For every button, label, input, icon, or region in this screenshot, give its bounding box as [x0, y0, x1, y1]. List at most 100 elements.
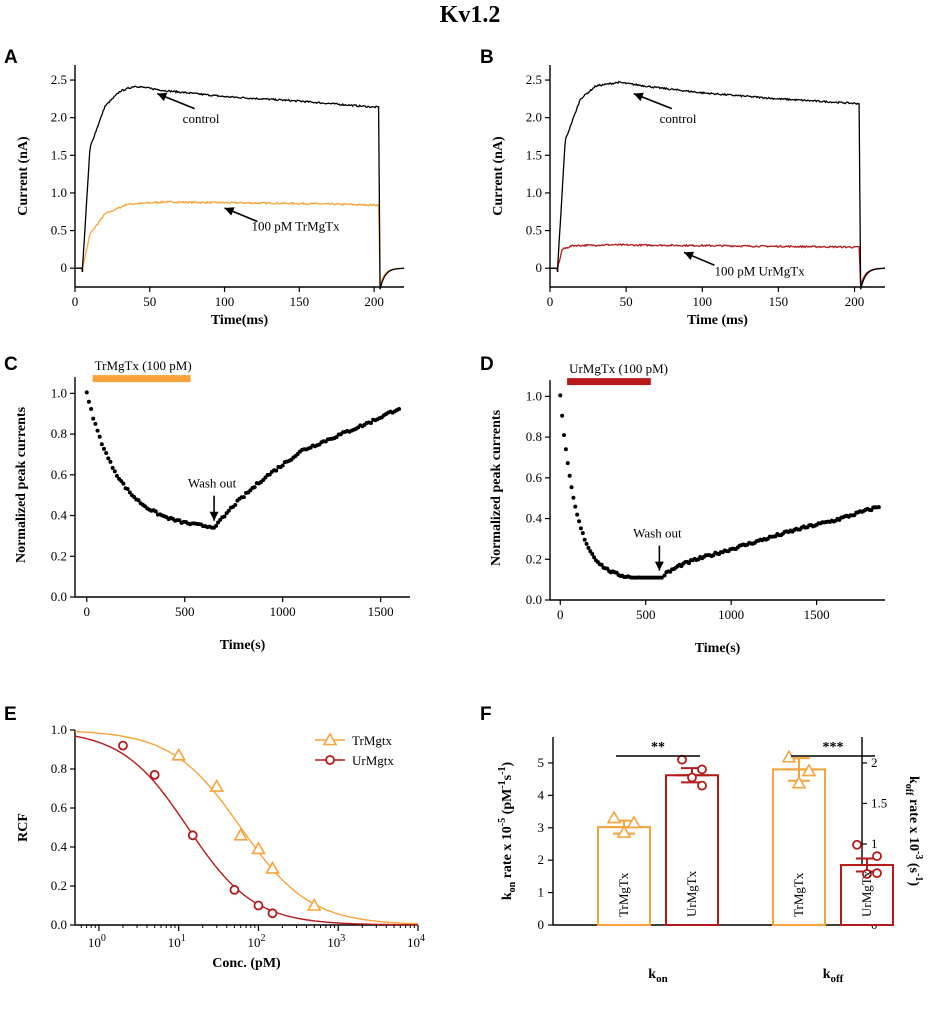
y-tick-label: 0.4 [51, 508, 68, 523]
y-tick-label: 0.2 [51, 878, 67, 893]
left-y-tick-label: 0 [538, 917, 545, 932]
data-point [280, 463, 285, 468]
figure-title: Kv1.2 [440, 2, 501, 28]
y-tick-label: 0.8 [51, 761, 67, 776]
y-axis-title: Normalized peak currents [14, 406, 29, 563]
x-tick-label: 500 [636, 607, 656, 622]
washout-label: Wash out [188, 476, 237, 491]
replicate-point [677, 754, 687, 765]
significance-marker: *** [823, 740, 844, 755]
data-point [582, 537, 587, 542]
trace-control [550, 80, 886, 290]
left-y-axis-title-sup3: -1 [497, 767, 508, 775]
data-point [121, 481, 126, 486]
bar-label: TrMgTx [791, 872, 806, 917]
data-point [662, 573, 667, 578]
tick-base: 10 [247, 935, 260, 950]
tick-exponent: 1 [181, 933, 186, 944]
y-tick-label: 0.2 [51, 548, 67, 563]
x-tick-label: 100 [693, 294, 713, 309]
data-point-triangle [306, 897, 322, 911]
data-point-circle [149, 769, 160, 780]
y-tick-label: 0 [536, 260, 543, 275]
x-tick-label: 0 [557, 607, 564, 622]
right-y-tick-label: 1 [871, 836, 878, 851]
fit-curve-trmgtx [74, 730, 418, 925]
left-y-axis-title-sup2: -1 [497, 780, 508, 788]
data-point [106, 456, 111, 461]
trace-toxin [75, 200, 404, 286]
control-annotation: control [660, 111, 697, 126]
replicate-point [606, 810, 622, 824]
toxin-annotation: 100 pM TrMgTx [251, 219, 340, 234]
right-y-axis-title-sup1: -3 [913, 851, 924, 859]
washout-arrow-head [654, 561, 664, 571]
y-axis-title: Current (nA) [16, 136, 31, 216]
x-tick-label: 0 [84, 604, 91, 619]
data-point [586, 545, 591, 550]
panel-letter-a: A [4, 47, 18, 68]
panel-c-time-course: 0 500 1000 1500 0.0 0.2 0.4 0.6 0.8 1.0 Time(s) Nor… [14, 358, 410, 653]
tick-exponent: 2 [260, 933, 265, 944]
right-y-tick-label: 1.5 [871, 795, 887, 810]
data-point-triangle [251, 841, 266, 855]
y-tick-label: 1.0 [526, 388, 542, 403]
bar-label: TrMgTx [616, 872, 631, 917]
trace-control [75, 85, 405, 290]
y-tick-label: 1.0 [51, 722, 67, 737]
y-tick-label: 1.0 [526, 185, 542, 200]
toxin-annotation: 100 pM UrMgTx [714, 264, 805, 279]
data-point [233, 503, 238, 508]
left-y-axis-title-pre: k [500, 892, 515, 900]
tick-base: 10 [327, 935, 340, 950]
group-label-sub: on [656, 973, 668, 985]
y-axis-title: Current (nA) [491, 136, 506, 216]
data-point [577, 519, 582, 524]
data-point [222, 514, 227, 519]
data-point-circle [118, 740, 128, 751]
data-point [584, 541, 589, 546]
y-tick-label: 2.5 [51, 72, 67, 87]
left-y-axis-title-sup1: -5 [497, 818, 508, 826]
x-tick-label: 1500 [804, 607, 830, 622]
data-point [592, 555, 597, 560]
data-point [114, 473, 119, 478]
x-axis-title: Time(s) [695, 641, 741, 656]
left-y-axis-title-mid2: (pM [500, 789, 515, 818]
toxin-application-label: UrMgTx (100 pM) [569, 361, 668, 376]
data-point [104, 450, 109, 455]
group-label-main: k [823, 967, 831, 982]
data-point [226, 508, 231, 513]
data-point-triangle [265, 860, 280, 874]
data-point [369, 420, 374, 425]
bar-urmgtx [665, 774, 719, 927]
y-tick-label: 0.0 [51, 917, 67, 932]
replicate-point [791, 775, 807, 789]
y-tick-label: 0 [61, 260, 68, 275]
data-point [101, 446, 106, 451]
toxin-application-label: TrMgTx (100 pM) [95, 358, 192, 373]
data-point [562, 433, 567, 438]
x-tick-label: 103 [327, 933, 345, 950]
data-point [99, 442, 104, 447]
x-tick-label: 1000 [718, 607, 744, 622]
replicate-point [872, 851, 882, 862]
right-y-axis-title-pre: k [906, 776, 921, 784]
washout-label: Wash out [633, 526, 682, 541]
x-tick-label: 200 [364, 294, 384, 309]
replicate-point [687, 772, 697, 783]
data-point [659, 575, 664, 580]
bar-label: UrMgTx [684, 870, 699, 917]
replicate-point [697, 780, 707, 791]
left-y-tick-label: 5 [538, 755, 545, 770]
data-point [573, 504, 578, 509]
significance-marker: ** [651, 740, 665, 755]
left-y-axis-title-post: ) [500, 762, 515, 767]
x-tick-label: 1000 [270, 604, 296, 619]
data-point [563, 447, 568, 452]
data-point [686, 561, 691, 566]
data-point [112, 469, 117, 474]
x-tick-label: 0 [72, 294, 79, 309]
